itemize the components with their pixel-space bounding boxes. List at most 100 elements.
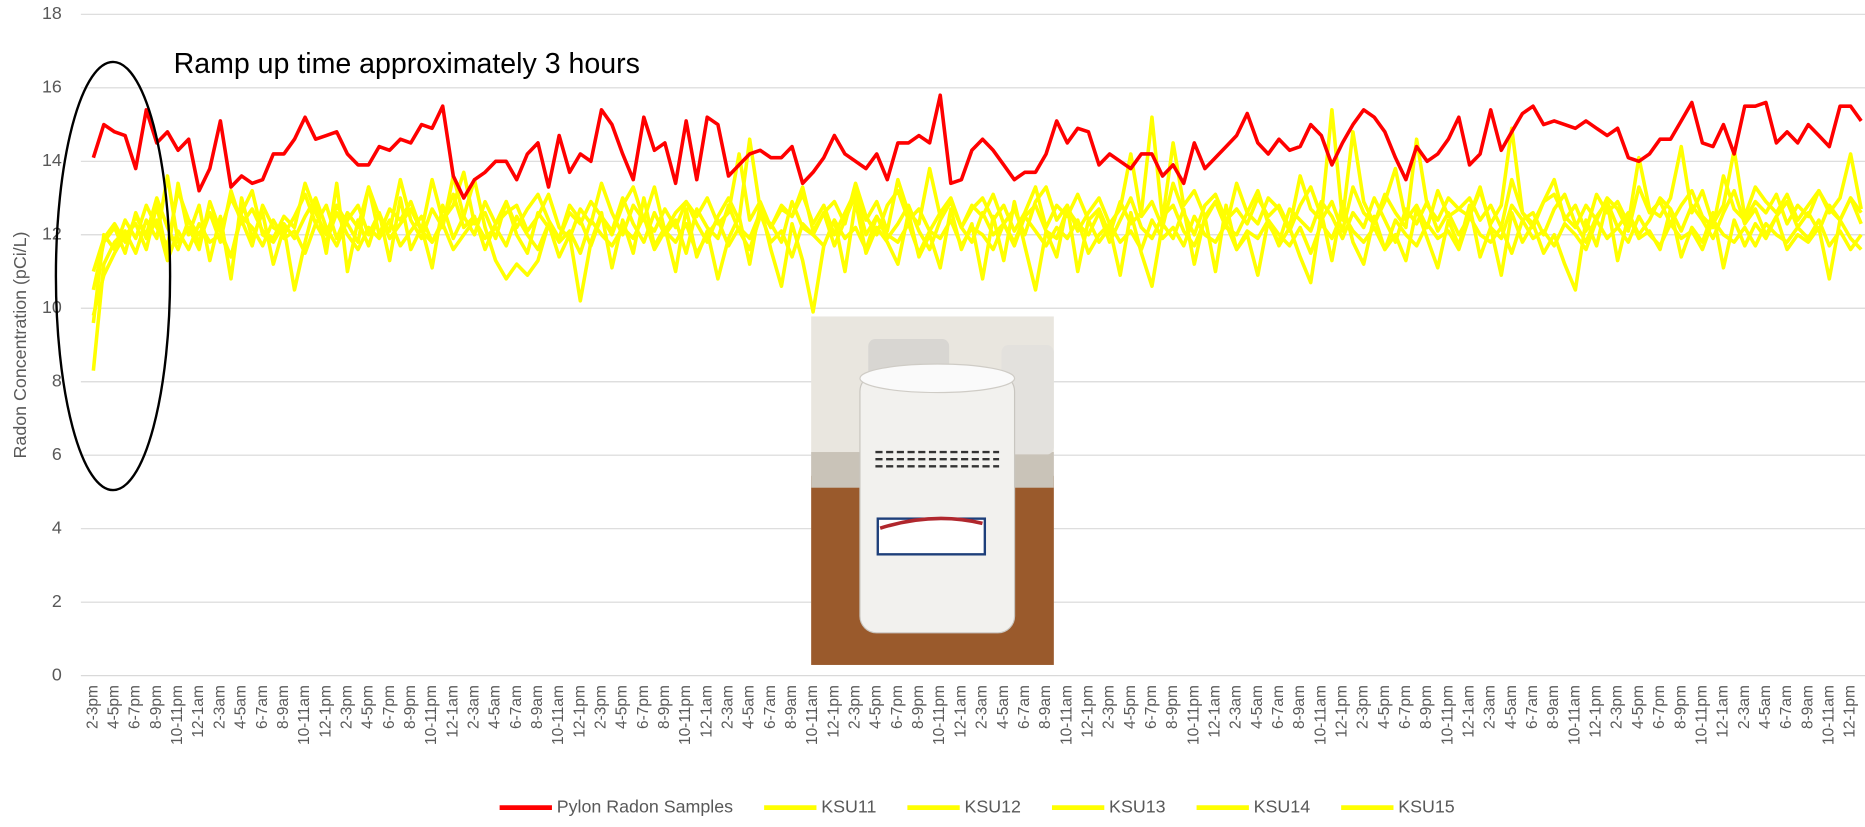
x-tick-label: 12-1pm	[825, 685, 842, 737]
x-tick-label: 12-1am	[190, 685, 207, 737]
y-tick-label: 16	[42, 77, 62, 97]
y-tick-label: 4	[52, 517, 62, 537]
x-tick-label: 2-3am	[1482, 685, 1499, 729]
x-tick-label: 8-9am	[275, 685, 292, 729]
series-layer	[91, 93, 1863, 371]
legend-item: KSU11	[764, 796, 876, 816]
x-tick-label: 10-11pm	[423, 685, 440, 745]
x-tick-label: 12-1am	[1461, 685, 1478, 737]
x-tick-label: 2-3am	[1736, 685, 1753, 729]
x-tick-label: 4-5pm	[360, 685, 377, 729]
x-tick-label: 12-1pm	[1079, 685, 1096, 737]
x-tick-label: 2-3pm	[1609, 685, 1626, 729]
x-tick-label: 6-7am	[1778, 685, 1795, 729]
x-tick-label: 10-11pm	[1693, 685, 1710, 745]
x-tick-label: 12-1am	[1715, 685, 1732, 737]
x-tick-label: 8-9am	[1291, 685, 1308, 729]
x-tick-label: 8-9am	[783, 685, 800, 729]
x-tick-label: 8-9pm	[910, 685, 927, 729]
x-tick-label: 10-11am	[1566, 685, 1583, 745]
x-tick-label: 10-11pm	[169, 685, 186, 745]
x-tick-label: 6-7pm	[1143, 685, 1160, 729]
legend-item: KSU13	[1051, 796, 1166, 816]
x-tick-label: 8-9pm	[1164, 685, 1181, 729]
x-tick-label: 10-11am	[1820, 685, 1837, 745]
x-tick-label: 10-11am	[1058, 685, 1075, 745]
x-tick-label: 12-1am	[698, 685, 715, 737]
x-tick-label: 6-7pm	[381, 685, 398, 729]
x-tick-label: 2-3am	[1228, 685, 1245, 729]
x-tick-label: 6-7am	[508, 685, 525, 729]
series-line	[91, 108, 1863, 324]
x-tick-label: 4-5pm	[1122, 685, 1139, 729]
legend-label: KSU12	[964, 796, 1021, 816]
x-tick-label: 8-9am	[529, 685, 546, 729]
legend-label: Pylon Radon Samples	[557, 796, 733, 816]
x-tick-label: 6-7am	[1016, 685, 1033, 729]
photo-device	[859, 374, 1016, 634]
x-tick-label: 10-11am	[1312, 685, 1329, 745]
x-tick-label: 2-3pm	[593, 685, 610, 729]
x-tick-label: 2-3pm	[338, 685, 355, 729]
x-tick-label: 6-7am	[254, 685, 271, 729]
y-tick-label: 18	[42, 3, 62, 23]
x-tick-label: 2-3am	[211, 685, 228, 729]
x-tick-label: 6-7pm	[889, 685, 906, 729]
x-tick-label: 2-3pm	[847, 685, 864, 729]
x-tick-label: 8-9pm	[402, 685, 419, 729]
x-tick-label: 8-9pm	[148, 685, 165, 729]
legend: Pylon Radon Samples KSU11 KSU12 KSU13 KSU14 K…	[499, 796, 1455, 816]
x-tick-label: 4-5am	[1503, 685, 1520, 729]
x-tick-label: 4-5am	[233, 685, 250, 729]
x-tick-label: 10-11am	[804, 685, 821, 745]
legend-label: KSU14	[1254, 796, 1311, 816]
x-tick-label: 2-3pm	[1355, 685, 1372, 729]
x-tick-label: 6-7pm	[635, 685, 652, 729]
annotation-ellipse	[54, 60, 172, 492]
x-tick-label: 4-5am	[995, 685, 1012, 729]
x-tick-label: 2-3am	[720, 685, 737, 729]
x-tick-label: 4-5am	[487, 685, 504, 729]
x-tick-label: 12-1pm	[571, 685, 588, 737]
x-tick-label: 12-1am	[952, 685, 969, 737]
y-tick-label: 2	[52, 591, 62, 611]
series-line	[91, 174, 1863, 371]
x-tick-label: 6-7am	[1524, 685, 1541, 729]
x-tick-label: 10-11pm	[931, 685, 948, 745]
x-tick-label: 8-9am	[1037, 685, 1054, 729]
series-line	[91, 93, 1863, 200]
y-axis-label: Radon Concentration (pCi/L)	[10, 232, 30, 459]
y-tick-label: 8	[52, 370, 62, 390]
x-tick-label: 4-5pm	[106, 685, 123, 729]
x-tick-label: 8-9pm	[1418, 685, 1435, 729]
x-tick-label: 4-5pm	[614, 685, 631, 729]
x-tick-label: 12-1am	[1206, 685, 1223, 737]
legend-item: KSU12	[907, 796, 1021, 816]
x-tick-label: 4-5pm	[1376, 685, 1393, 729]
x-tick-label: 4-5am	[1249, 685, 1266, 729]
x-tick-label: 8-9pm	[1672, 685, 1689, 729]
annotation: Ramp up time approximately 3 hours	[174, 48, 640, 80]
y-tick-label: 10	[42, 297, 62, 317]
x-tick-label: 10-11am	[550, 685, 567, 745]
x-tick-label: 10-11am	[296, 685, 313, 745]
series-line	[91, 210, 1863, 291]
x-tick-label: 12-1pm	[1842, 685, 1859, 737]
x-tick-label: 10-11pm	[677, 685, 694, 745]
legend-item: KSU14	[1196, 796, 1311, 816]
x-tick-label: 6-7pm	[127, 685, 144, 729]
x-tick-label: 8-9am	[1545, 685, 1562, 729]
y-tick-label: 12	[42, 223, 62, 243]
x-tick-label: 2-3am	[465, 685, 482, 729]
series-line	[91, 177, 1863, 317]
y-tick-label: 0	[52, 664, 62, 684]
y-tick-label: 6	[52, 444, 62, 464]
legend-item: KSU15	[1341, 796, 1455, 816]
photo	[811, 316, 1054, 665]
x-tick-label: 10-11pm	[1185, 685, 1202, 745]
x-tick-label: 6-7pm	[1651, 685, 1668, 729]
legend-item: Pylon Radon Samples	[499, 796, 733, 816]
legend-label: KSU11	[821, 796, 876, 816]
